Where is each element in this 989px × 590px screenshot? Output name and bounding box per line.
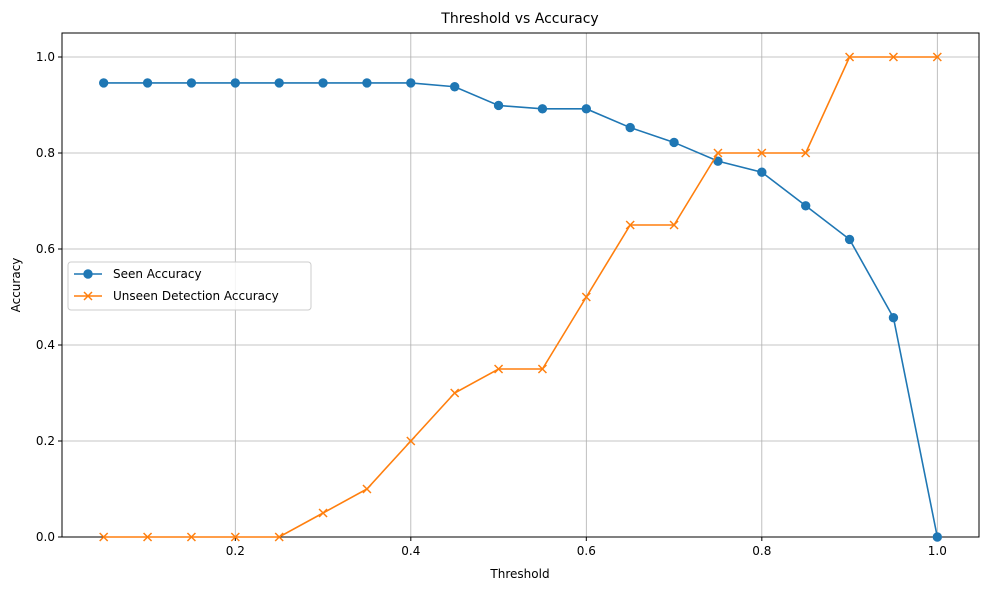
x-tick-label: 0.6 — [577, 544, 596, 558]
x-tick-label: 0.2 — [226, 544, 245, 558]
data-point — [143, 532, 153, 542]
legend-marker — [83, 269, 93, 279]
data-point — [449, 82, 460, 92]
data-point — [142, 78, 153, 88]
data-point — [406, 436, 416, 446]
data-point — [230, 78, 241, 88]
data-point — [186, 78, 197, 88]
legend-marker — [83, 291, 93, 301]
y-axis-label: Accuracy — [9, 258, 23, 313]
legend-item: Seen Accuracy — [74, 267, 202, 281]
data-point — [757, 167, 767, 177]
data-point — [713, 148, 723, 158]
y-tick-label: 0.4 — [36, 338, 55, 352]
data-point — [494, 364, 504, 374]
series-line — [103, 56, 938, 538]
data-point — [801, 148, 811, 158]
data-point — [669, 220, 679, 230]
data-point — [888, 52, 898, 62]
data-point — [757, 148, 767, 158]
plot-area-frame — [61, 32, 980, 538]
y-tick-label: 0.0 — [36, 530, 55, 544]
data-point — [581, 292, 591, 302]
data-point — [537, 104, 548, 114]
data-point — [932, 532, 943, 542]
data-point — [186, 532, 196, 542]
legend-label: Seen Accuracy — [113, 267, 202, 281]
y-tick-label: 0.8 — [36, 146, 55, 160]
chart-title: Threshold vs Accuracy — [440, 11, 598, 27]
data-point — [537, 364, 547, 374]
data-point — [318, 78, 328, 88]
grid-layer — [62, 33, 979, 538]
series-0 — [98, 78, 943, 542]
legend-box — [67, 261, 312, 311]
data-point — [99, 532, 109, 542]
x-tick-label: 0.8 — [752, 544, 771, 558]
data-point — [406, 78, 416, 88]
legend: Seen Accuracy Unseen Detection Accuracy — [67, 261, 312, 311]
ticks-layer: 0.2 0.4 0.6 0.8 1.0 0.0 0.2 0.4 0.6 0.8 1.0 — [36, 50, 947, 558]
data-point — [450, 388, 460, 398]
data-point — [888, 312, 899, 323]
data-point — [318, 508, 328, 518]
series-layer — [98, 52, 943, 542]
series-line — [103, 82, 939, 538]
data-point — [98, 78, 109, 88]
y-tick-label: 1.0 — [36, 50, 55, 64]
data-point — [844, 234, 855, 245]
x-tick-label: 0.4 — [401, 544, 420, 558]
data-point — [845, 52, 855, 62]
data-point — [230, 532, 240, 542]
series-1 — [99, 52, 942, 542]
data-point — [932, 52, 942, 62]
data-point — [800, 201, 811, 211]
y-tick-label: 0.6 — [36, 242, 55, 256]
data-point — [493, 100, 504, 111]
legend-label: Unseen Detection Accuracy — [113, 289, 279, 303]
y-tick-label: 0.2 — [36, 434, 55, 448]
data-point — [362, 484, 372, 494]
data-point — [625, 220, 635, 230]
data-point — [669, 137, 679, 148]
data-point — [362, 78, 372, 88]
x-tick-label: 1.0 — [928, 544, 947, 558]
data-point — [274, 78, 284, 88]
data-point — [581, 104, 592, 114]
data-point — [274, 532, 284, 542]
legend-item: Unseen Detection Accuracy — [74, 289, 279, 303]
data-point — [625, 122, 635, 133]
x-axis-label: Threshold — [489, 567, 549, 581]
